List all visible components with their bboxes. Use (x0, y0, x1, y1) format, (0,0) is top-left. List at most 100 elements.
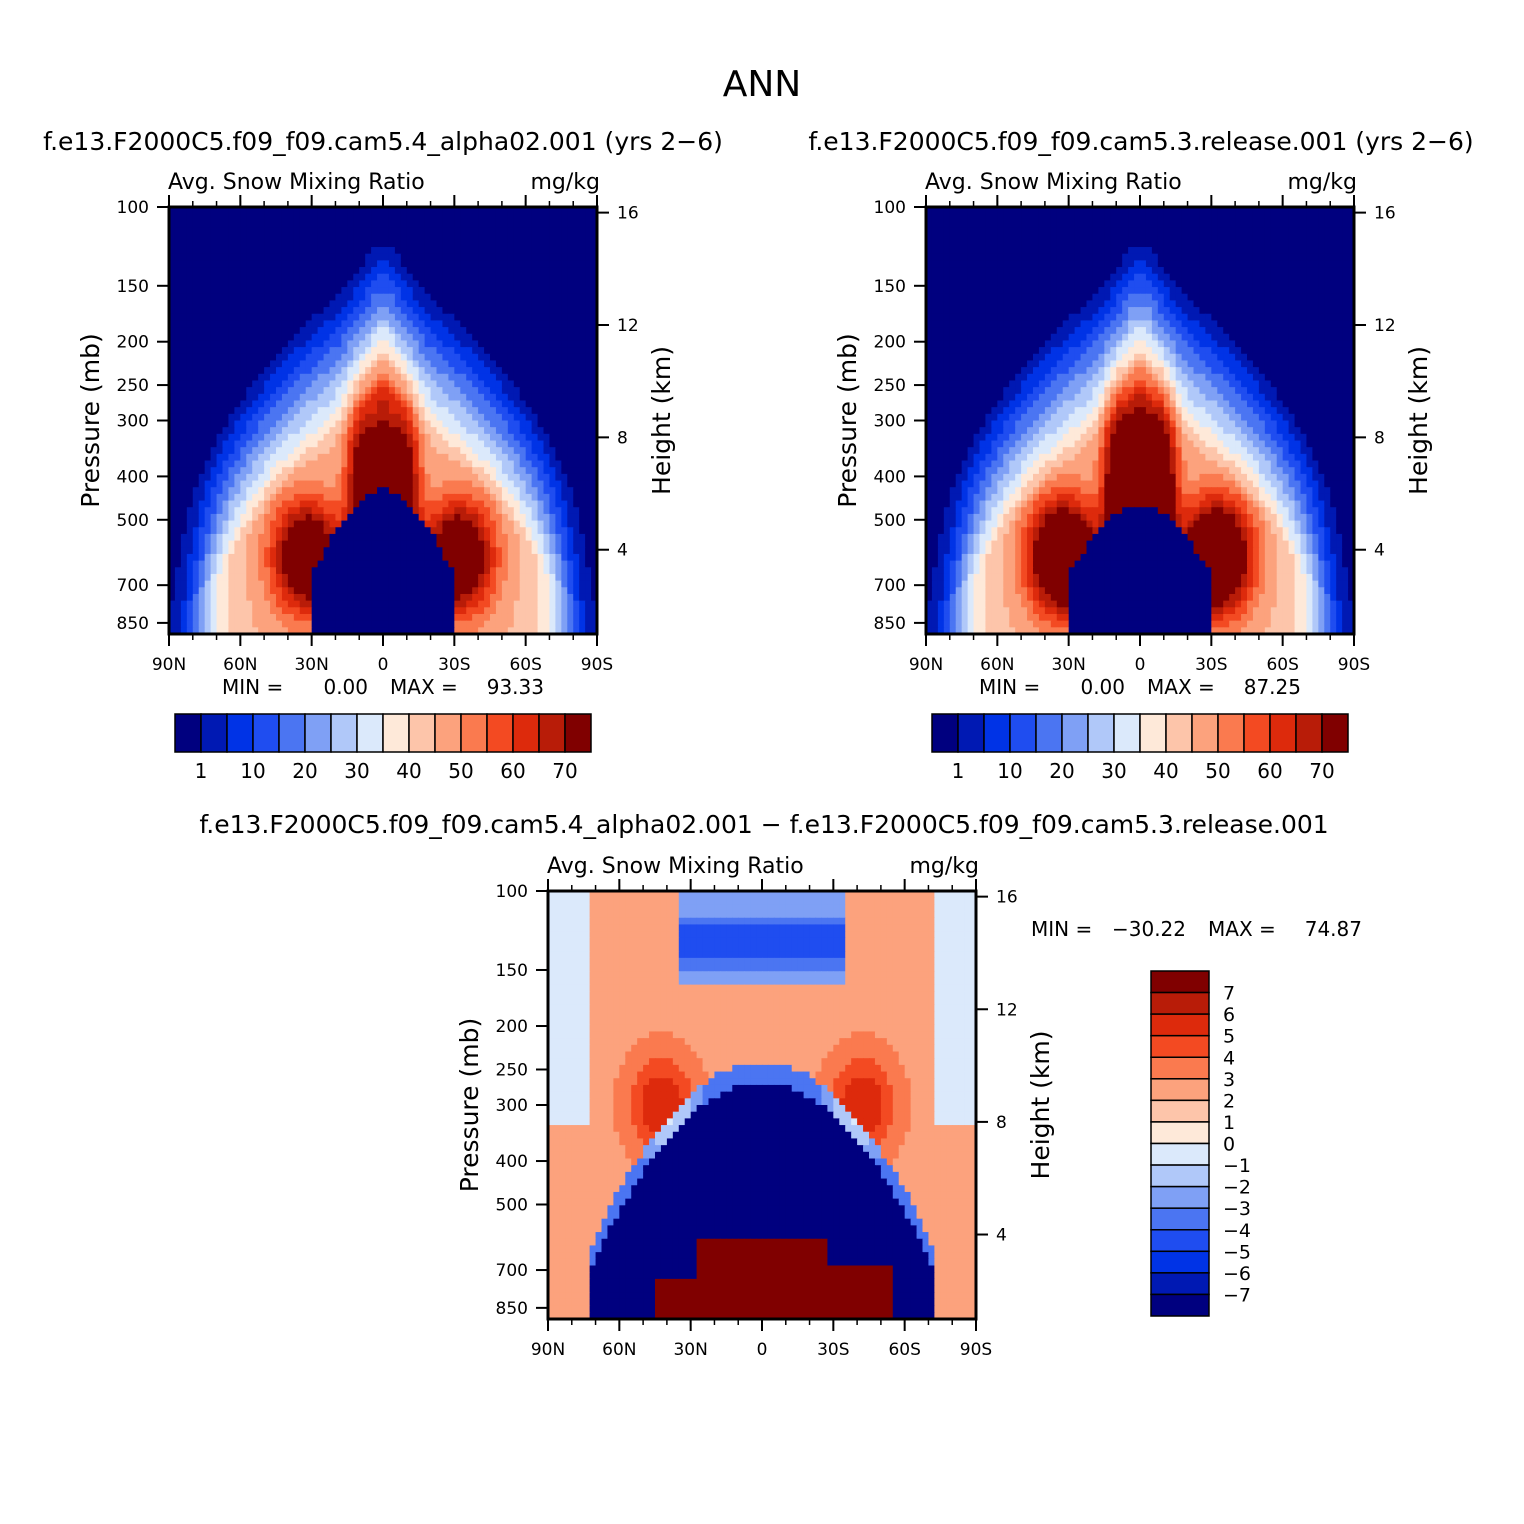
field-cell (466, 267, 473, 275)
field-cell (436, 313, 444, 322)
field-cell (293, 527, 301, 535)
field-cell (561, 453, 568, 462)
field-cell (192, 300, 200, 308)
field-cell (466, 253, 473, 261)
field-cell (258, 607, 265, 615)
field-cell (264, 440, 271, 448)
field-cell (169, 500, 176, 508)
field-cell (276, 413, 283, 422)
field-cell (555, 353, 562, 362)
field-cell (424, 320, 432, 328)
field-cell (555, 300, 562, 308)
field-cell (549, 240, 556, 248)
field-cell (436, 267, 444, 275)
field-cell (955, 220, 963, 228)
field-cell (454, 213, 461, 221)
field-cell (507, 573, 515, 582)
field-cell (579, 620, 586, 628)
field-cell (424, 480, 432, 488)
field-cell (585, 593, 592, 602)
field-cell (442, 527, 449, 535)
field-cell (400, 433, 408, 442)
y-tick-label: 300 (117, 412, 149, 432)
field-cell (281, 447, 289, 455)
field-cell (180, 347, 188, 355)
field-cell (490, 567, 497, 575)
field-cell (567, 273, 574, 281)
field-cell (216, 613, 224, 622)
field-cell (299, 573, 307, 582)
field-cell (442, 567, 449, 575)
field-cell (466, 400, 473, 408)
case-title: f.e13.F2000C5.f09_f09.cam5.3.release.001… (808, 127, 1473, 156)
field-cell (359, 247, 366, 255)
field-cell (525, 313, 533, 322)
field-cell (365, 420, 372, 428)
field-cell (555, 367, 562, 375)
field-cell (495, 427, 503, 435)
field-cell (555, 547, 562, 555)
field-cell (204, 393, 212, 402)
field-cell (234, 387, 241, 395)
field-cell (543, 560, 551, 568)
field-cell (531, 493, 539, 502)
field-cell (442, 273, 449, 281)
field-cell (240, 527, 247, 535)
field-cell (579, 413, 586, 422)
field-cell (317, 400, 325, 408)
field-cell (531, 520, 539, 528)
field-cell (281, 327, 289, 335)
field-cell (234, 360, 241, 368)
field-cell (388, 493, 396, 502)
field-cell (246, 367, 253, 375)
field-cell (1235, 207, 1242, 215)
field-cell (228, 620, 235, 628)
field-cell (1092, 227, 1099, 235)
field-cell (549, 247, 556, 255)
field-cell (567, 460, 574, 468)
field-cell (246, 427, 253, 435)
field-cell (454, 513, 461, 522)
field-cell (347, 627, 354, 635)
field-cell (353, 380, 360, 388)
field-cell (1145, 220, 1153, 228)
field-cell (585, 207, 592, 215)
field-cell (365, 333, 372, 342)
field-cell (258, 227, 265, 235)
field-cell (460, 547, 467, 555)
field-cell (585, 433, 592, 442)
field-cell (210, 460, 218, 468)
field-cell (388, 227, 396, 235)
field-cell (543, 573, 551, 582)
field-cell (549, 627, 556, 635)
field-cell (466, 260, 473, 268)
field-cell (246, 593, 253, 602)
field-cell (281, 547, 289, 555)
field-cell (591, 527, 598, 535)
field-cell (454, 253, 461, 261)
field-cell (329, 240, 337, 248)
field-cell (192, 447, 200, 455)
field-cell (287, 280, 295, 288)
field-cell (418, 387, 426, 395)
field-cell (561, 593, 568, 602)
field-cell (484, 467, 491, 475)
field-cell (484, 213, 491, 221)
field-cell (543, 527, 551, 535)
field-cell (198, 507, 206, 515)
field-cell (484, 427, 491, 435)
field-cell (270, 413, 277, 422)
field-cell (591, 433, 598, 442)
field-cell (525, 553, 533, 562)
field-cell (305, 300, 313, 308)
field-cell (377, 587, 384, 595)
field-cell (281, 393, 289, 402)
field-cell (537, 440, 545, 448)
field-cell (293, 227, 301, 235)
field-cell (305, 487, 313, 495)
field-cell (264, 393, 271, 402)
field-cell (335, 447, 342, 455)
field-cell (478, 260, 485, 268)
field-cell (537, 413, 545, 422)
field-cell (460, 247, 467, 255)
